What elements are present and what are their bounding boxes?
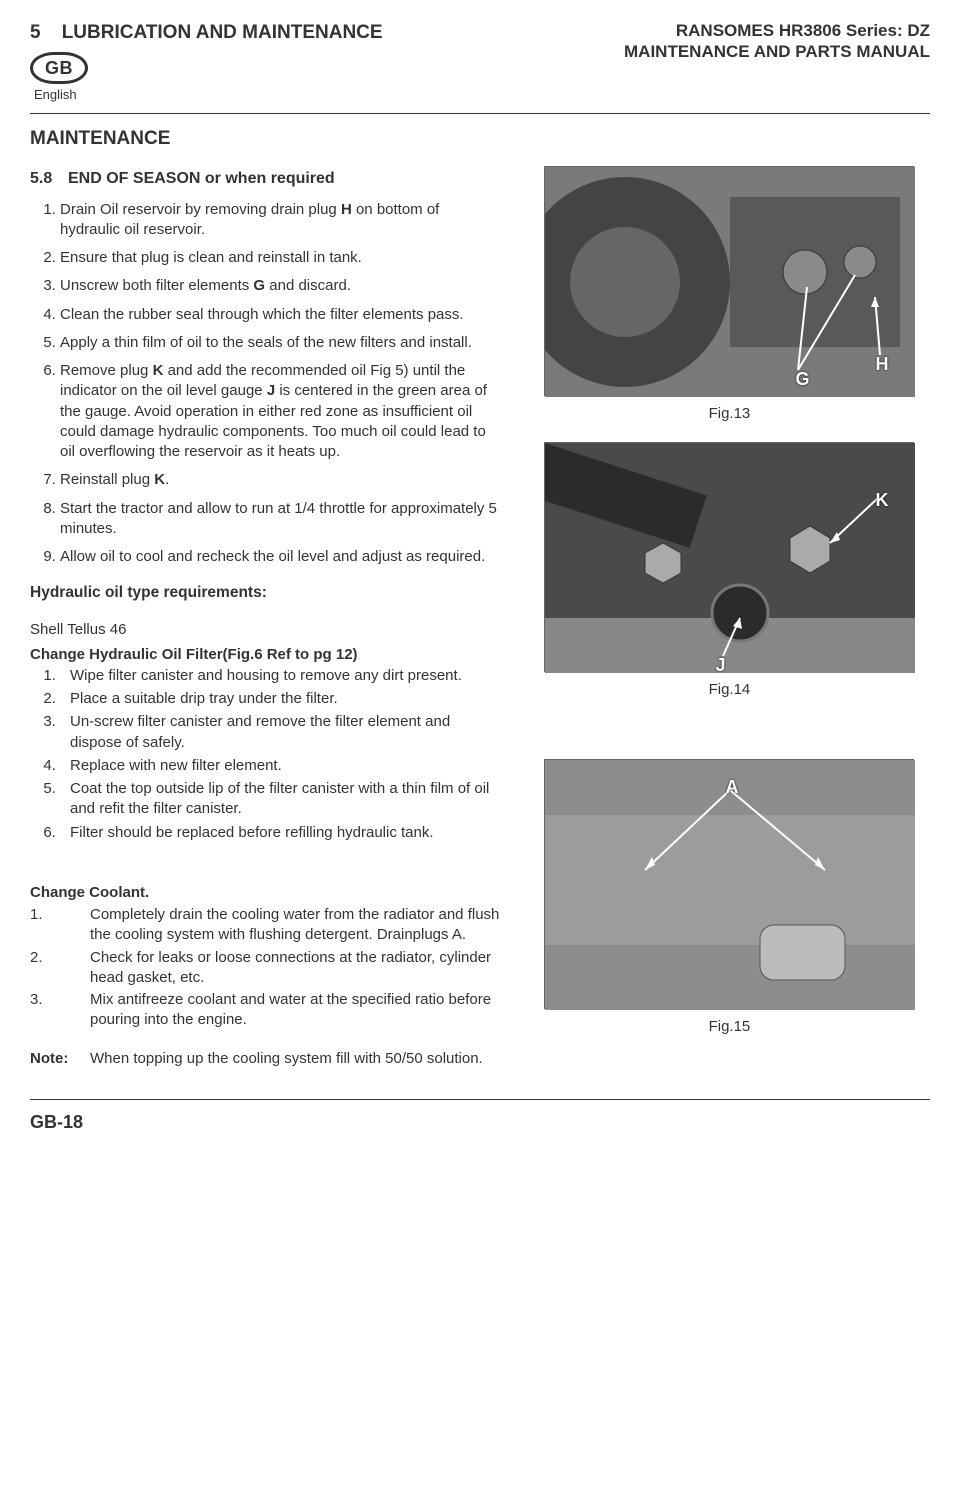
list-item: Drain Oil reservoir by removing drain pl… — [60, 200, 501, 241]
figure-14: KJ — [544, 442, 914, 672]
figure-13-svg — [545, 167, 915, 397]
list-item: Clean the rubber seal through which the … — [60, 305, 501, 325]
oil-requirements-heading: Hydraulic oil type requirements: — [30, 583, 501, 604]
list-item: Un-screw filter canister and remove the … — [60, 712, 501, 753]
coolant-heading: Change Coolant. — [30, 883, 501, 903]
footer-rule — [30, 1099, 930, 1100]
page-header: 5 LUBRICATION AND MAINTENANCE GB English… — [30, 20, 930, 103]
main-columns: 5.8END OF SEASON or when required Drain … — [30, 166, 930, 1071]
list-item: Reinstall plug K. — [60, 470, 501, 490]
filter-change-heading: Change Hydraulic Oil Filter(Fig.6 Ref to… — [30, 645, 501, 665]
list-item: Wipe filter canister and housing to remo… — [60, 666, 501, 686]
list-item: Allow oil to cool and recheck the oil le… — [60, 547, 501, 567]
subsection-heading: 5.8END OF SEASON or when required — [30, 168, 501, 190]
main-steps: Drain Oil reservoir by removing drain pl… — [30, 200, 501, 568]
coolant-steps: 1.Completely drain the cooling water fro… — [30, 905, 501, 1031]
filter-steps: Wipe filter canister and housing to remo… — [30, 666, 501, 843]
figure-14-caption: Fig.14 — [709, 680, 751, 700]
list-item: Start the tractor and allow to run at 1/… — [60, 499, 501, 540]
figure-15-caption: Fig.15 — [709, 1017, 751, 1037]
oil-type: Shell Tellus 46 — [30, 620, 501, 640]
list-item: Ensure that plug is clean and reinstall … — [60, 248, 501, 268]
subsection-title: END OF SEASON or when required — [68, 170, 335, 187]
chapter-line: 5 LUBRICATION AND MAINTENANCE — [30, 20, 383, 46]
list-num: 2. — [30, 948, 90, 989]
figure-13-caption: Fig.13 — [709, 404, 751, 424]
list-num: 1. — [30, 905, 90, 946]
page-number: GB-18 — [30, 1110, 930, 1134]
figure-13: GH — [544, 166, 914, 396]
header-rule — [30, 113, 930, 114]
list-item: Place a suitable drip tray under the fil… — [60, 689, 501, 709]
callout-letter: J — [715, 653, 725, 677]
subsection-num: 5.8 — [30, 168, 68, 190]
list-item: Coat the top outside lip of the filter c… — [60, 779, 501, 820]
list-item: 1.Completely drain the cooling water fro… — [30, 905, 501, 946]
list-num: 3. — [30, 990, 90, 1031]
list-item: Unscrew both filter elements G and disca… — [60, 276, 501, 296]
callout-letter: G — [795, 367, 809, 391]
note-label: Note: — [30, 1049, 90, 1069]
callout-letter: K — [875, 488, 888, 512]
language-label: English — [34, 86, 383, 104]
gb-badge: GB — [30, 52, 88, 84]
list-text: Mix antifreeze coolant and water at the … — [90, 990, 501, 1031]
list-text: Check for leaks or loose connections at … — [90, 948, 501, 989]
manual-series: RANSOMES HR3806 Series: DZ — [624, 20, 930, 41]
list-item: Remove plug K and add the recommended oi… — [60, 361, 501, 462]
column-right: GH Fig.13 KJ Fig.14 — [529, 166, 930, 1071]
chapter-num: 5 — [30, 22, 41, 43]
section-title: MAINTENANCE — [30, 126, 930, 152]
list-item: 2.Check for leaks or loose connections a… — [30, 948, 501, 989]
header-right: RANSOMES HR3806 Series: DZ MAINTENANCE A… — [624, 20, 930, 63]
figure-14-svg — [545, 443, 915, 673]
list-item: Replace with new filter element. — [60, 756, 501, 776]
column-left: 5.8END OF SEASON or when required Drain … — [30, 166, 501, 1071]
chapter-title: LUBRICATION AND MAINTENANCE — [62, 22, 383, 43]
callout-letter: H — [875, 352, 888, 376]
figure-15: A — [544, 759, 914, 1009]
list-item: Filter should be replaced before refilli… — [60, 823, 501, 843]
note-block: Note: When topping up the cooling system… — [30, 1049, 501, 1069]
manual-subtitle: MAINTENANCE AND PARTS MANUAL — [624, 41, 930, 62]
list-text: Completely drain the cooling water from … — [90, 905, 501, 946]
callout-letter: A — [725, 775, 738, 799]
note-text: When topping up the cooling system fill … — [90, 1049, 501, 1069]
list-item: Apply a thin film of oil to the seals of… — [60, 333, 501, 353]
list-item: 3.Mix antifreeze coolant and water at th… — [30, 990, 501, 1031]
header-left: 5 LUBRICATION AND MAINTENANCE GB English — [30, 20, 383, 103]
